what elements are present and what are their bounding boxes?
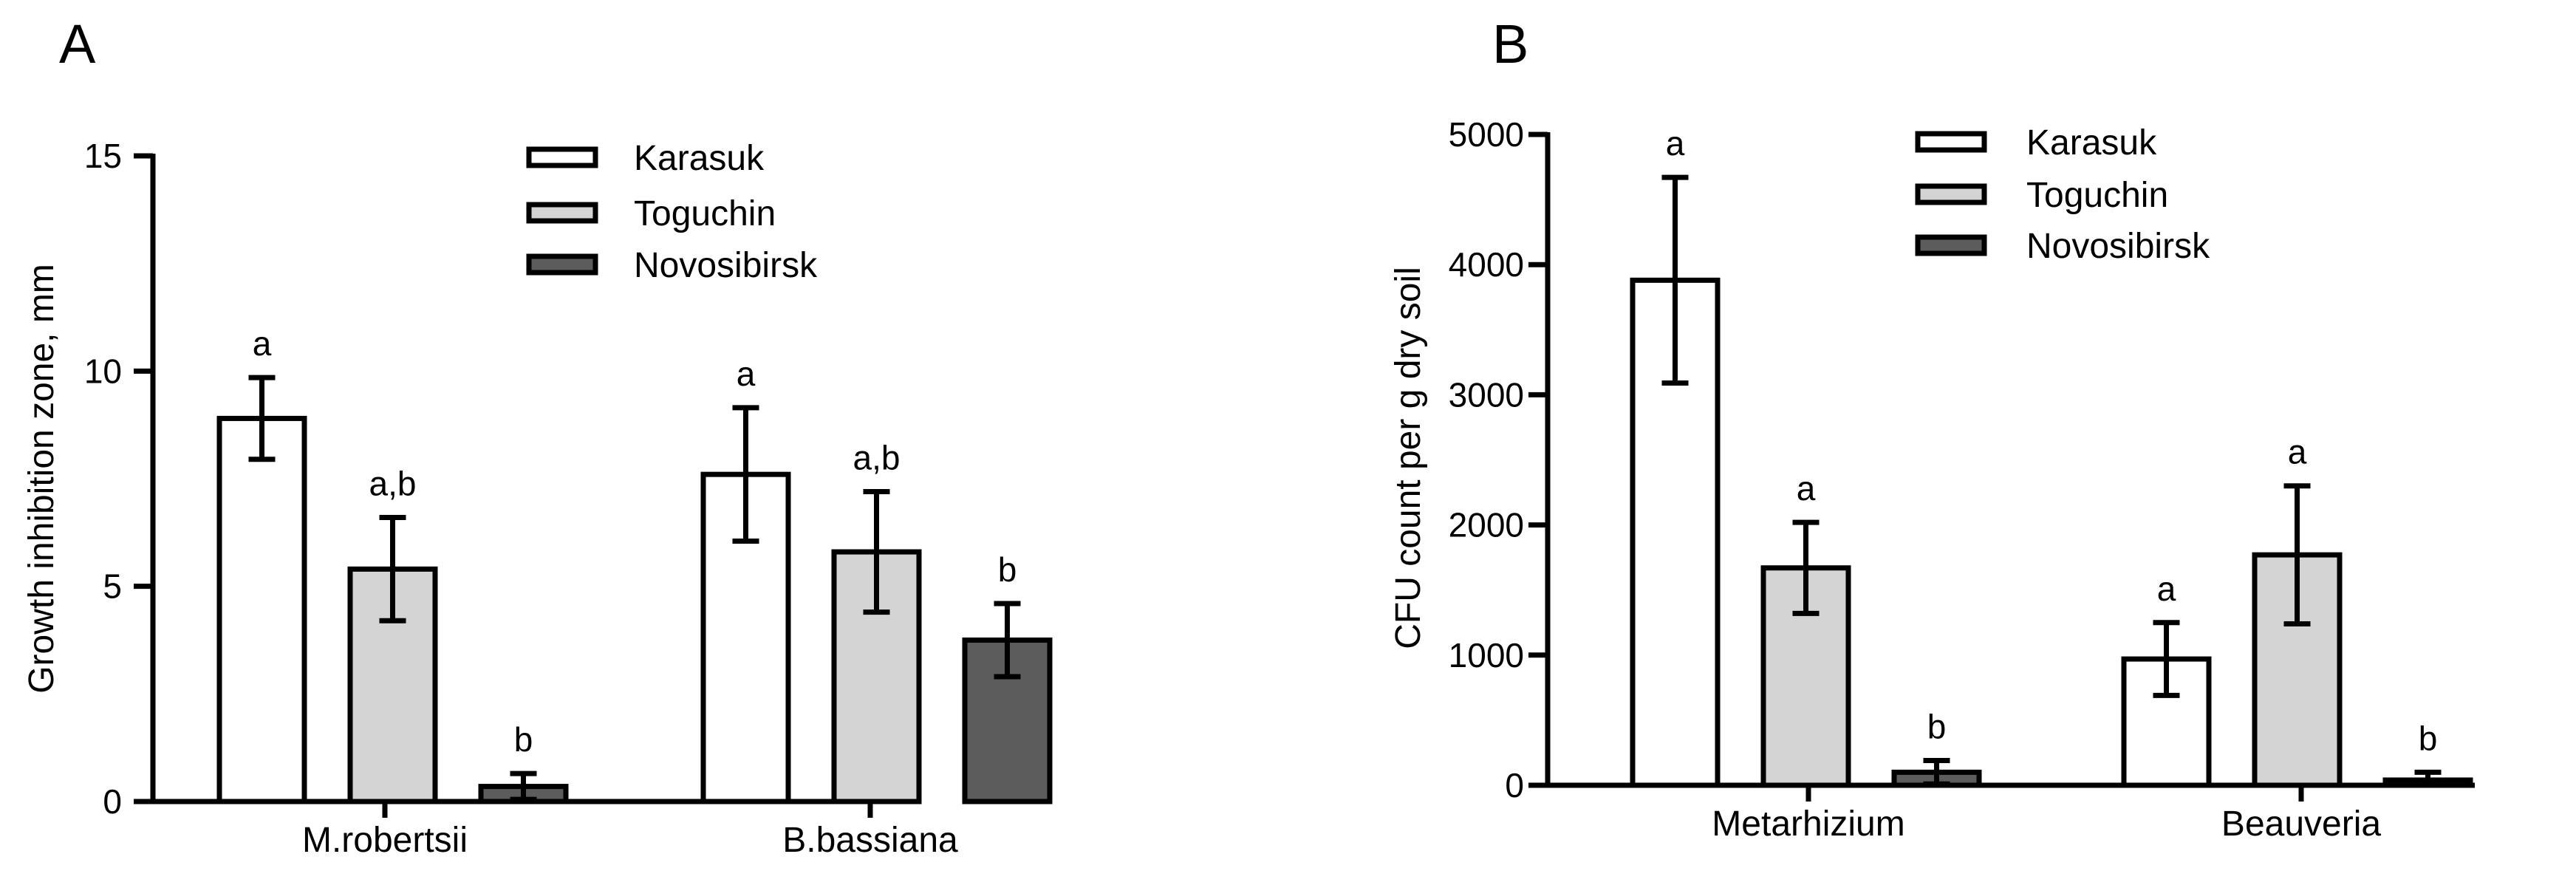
significance-label: a,b — [853, 438, 901, 476]
error-bar — [863, 488, 890, 615]
legend-swatch — [526, 202, 598, 224]
significance-label: b — [1927, 708, 1947, 746]
x-tick-label: B.bassiana — [782, 821, 958, 860]
error-bar — [379, 514, 406, 623]
legend-swatch — [1915, 131, 1987, 153]
panel-label: A — [59, 13, 96, 75]
x-tick-label: Metarhizium — [1712, 804, 1904, 844]
significance-label: a — [1797, 469, 1816, 508]
y-tick-label: 1000 — [1449, 636, 1524, 674]
x-tick-label: M.robertsii — [302, 821, 468, 860]
legend-label: Toguchin — [634, 194, 776, 233]
significance-label: a — [2288, 433, 2307, 471]
legend-label: Karasuk — [634, 139, 765, 178]
y-tick-label: 15 — [84, 137, 122, 175]
significance-label: a — [2157, 570, 2176, 608]
legend-swatch — [526, 253, 598, 276]
significance-label: b — [514, 720, 533, 759]
error-bar — [732, 405, 759, 544]
legend-swatch — [1915, 183, 1987, 205]
y-tick-label: 5 — [103, 567, 122, 606]
significance-label: b — [998, 550, 1017, 589]
error-bar — [248, 375, 276, 462]
bar — [216, 415, 307, 804]
error-bar — [1923, 758, 1950, 787]
error-bar — [994, 601, 1021, 680]
error-bar — [510, 770, 537, 802]
legend-label: Karasuk — [2026, 123, 2157, 163]
y-tick-label: 0 — [103, 782, 122, 821]
y-tick-label: 10 — [84, 352, 122, 390]
significance-label: a — [1666, 124, 1685, 163]
error-bar — [2414, 769, 2442, 788]
error-bar — [2153, 620, 2180, 698]
y-tick-label: 5000 — [1449, 115, 1524, 154]
significance-label: a — [737, 355, 756, 393]
significance-label: a,b — [369, 464, 417, 502]
y-tick-label: 3000 — [1449, 375, 1524, 414]
error-bar — [1661, 174, 1689, 386]
y-tick-label: 4000 — [1449, 245, 1524, 284]
legend-label: Novosibirsk — [634, 246, 818, 285]
legend-swatch — [526, 146, 598, 168]
legend-swatch — [1915, 234, 1987, 256]
legend-label: Novosibirsk — [2026, 227, 2210, 266]
legend-label: Toguchin — [2026, 176, 2168, 215]
x-tick-label: Beauveria — [2221, 804, 2381, 844]
error-bar — [2283, 483, 2311, 627]
significance-label: b — [2419, 719, 2438, 757]
significance-label: a — [253, 324, 272, 363]
y-tick-label: 0 — [1505, 766, 1524, 804]
error-bar — [1792, 519, 1820, 616]
y-axis-label: CFU count per g dry soil — [1389, 267, 1428, 649]
panel-label: B — [1492, 13, 1528, 75]
y-axis-label: Growth inhibition zone, mm — [22, 264, 61, 694]
y-tick-label: 2000 — [1449, 506, 1524, 544]
